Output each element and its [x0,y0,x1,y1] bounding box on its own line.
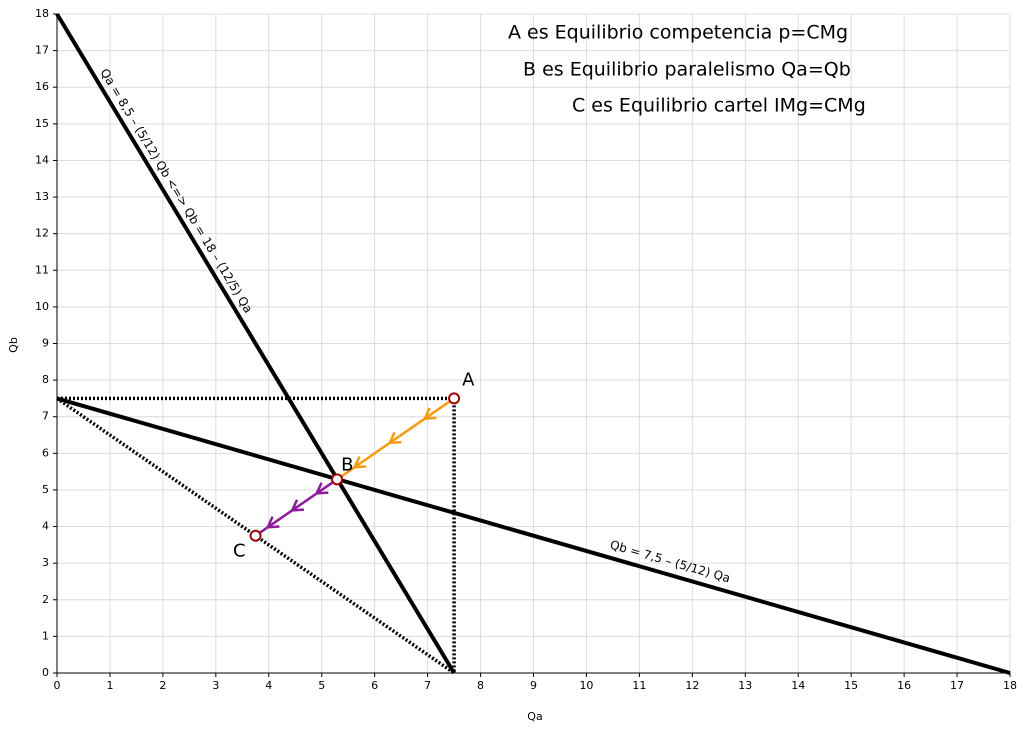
x-tick-label: 12 [685,679,699,692]
y-tick-label: 2 [42,593,49,606]
x-tick-label: 5 [318,679,325,692]
annotation: C es Equilibrio cartel IMg=CMg [572,95,866,117]
y-tick-label: 4 [42,520,49,533]
y-axis-label: Qb [7,337,20,353]
equilibrium-point [249,529,262,542]
x-axis-label: Qa [527,710,542,723]
x-tick-label: 6 [371,679,378,692]
line-label: Qa = 8,5 – (5/12) Qb <=> Qb = 18 – (12/5… [97,66,255,315]
arrowhead [387,431,402,445]
x-tick-label: 16 [897,679,911,692]
y-tick-label: 17 [35,44,49,57]
arrowhead [265,516,280,529]
y-tick-label: 16 [35,80,49,93]
point-label: A [462,369,475,390]
arrowhead [314,482,329,495]
x-tick-label: 3 [212,679,219,692]
y-tick-label: 13 [35,190,49,203]
x-tick-label: 7 [424,679,431,692]
annotation: A es Equilibrio competencia p=CMg [508,22,848,44]
y-tick-label: 9 [42,337,49,350]
y-tick-label: 18 [35,7,49,20]
x-tick-label: 11 [632,679,646,692]
x-tick-label: 2 [159,679,166,692]
y-tick-label: 10 [35,300,49,313]
y-tick-label: 8 [42,373,49,386]
x-tick-label: 18 [1003,679,1017,692]
y-tick-label: 3 [42,556,49,569]
x-tick-label: 15 [844,679,858,692]
x-tick-label: 1 [106,679,113,692]
x-tick-label: 0 [54,679,61,692]
arrowhead [352,456,367,469]
x-tick-label: 14 [791,679,805,692]
series-line [55,12,456,675]
y-tick-label: 12 [35,227,49,240]
y-tick-label: 0 [42,666,49,679]
arrowhead [422,407,437,421]
x-tick-label: 8 [477,679,484,692]
y-tick-label: 11 [35,263,49,276]
y-tick-label: 6 [42,446,49,459]
x-tick-label: 13 [738,679,752,692]
x-tick-label: 4 [265,679,272,692]
y-tick-label: 15 [35,117,49,130]
arrowhead [290,499,304,512]
annotation: B es Equilibrio paralelismo Qa=Qb [523,59,851,81]
y-tick-label: 5 [42,483,49,496]
point-label: B [341,454,353,475]
point-label: C [233,541,246,562]
series-line [56,396,1011,675]
equilibrium-point [331,473,344,486]
x-tick-label: 10 [579,679,593,692]
y-tick-label: 1 [42,629,49,642]
equilibrium-point [448,392,461,405]
x-tick-label: 17 [950,679,964,692]
y-tick-label: 7 [42,410,49,423]
x-tick-label: 9 [530,679,537,692]
y-tick-label: 14 [35,153,49,166]
